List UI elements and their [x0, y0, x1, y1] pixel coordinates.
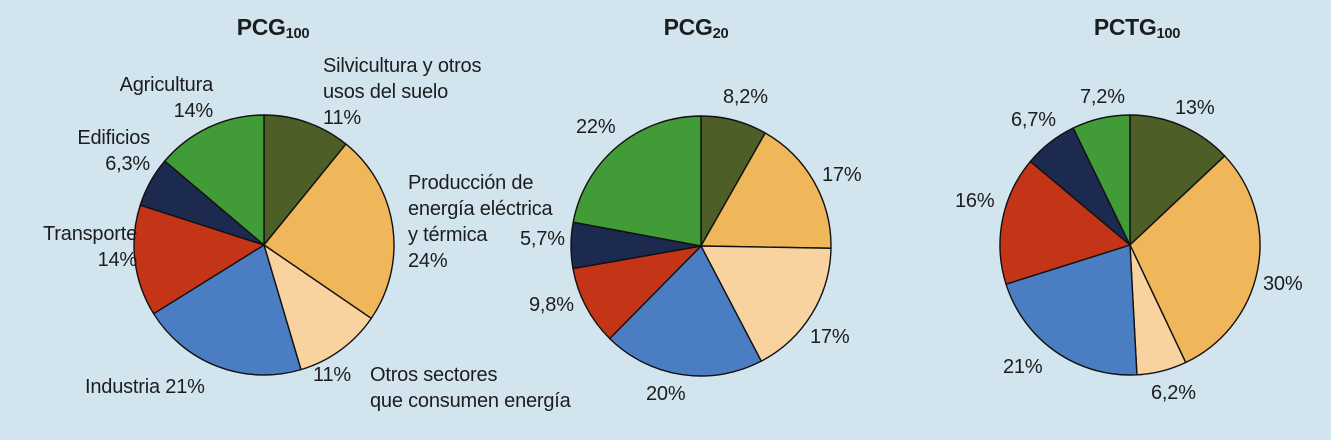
label-produccion-value: 17% — [822, 164, 862, 186]
label-line: Industria 21% — [85, 376, 205, 398]
chart-title-subscript: 20 — [712, 26, 729, 43]
label-line: Edificios — [77, 127, 150, 149]
pie-slice-industria — [609, 245, 762, 377]
pie-slice-transporte — [999, 160, 1131, 285]
label-line: 11% — [323, 107, 361, 129]
pie-slice-transporte — [133, 204, 265, 315]
chart-title-subscript: 100 — [285, 26, 310, 43]
label-line: Agricultura — [119, 74, 214, 96]
label-silvicultura: Silvicultura y otros usos del suelo 11% — [323, 53, 481, 131]
chart-title-base: PCTG — [1093, 14, 1157, 40]
pie-slice-agricultura — [164, 114, 265, 246]
chart-title-base: PCG — [663, 14, 713, 40]
label-industria-value: 20% — [646, 383, 686, 405]
label-otros-value: 11% — [313, 362, 351, 388]
label-transporte: Transporte 14% — [43, 221, 137, 273]
pie-slice-silvicultura — [263, 114, 347, 246]
label-line: Transporte — [43, 223, 137, 245]
pie-pcg100 — [133, 114, 395, 376]
label-otros-value: 17% — [810, 326, 850, 348]
pie-pctg100 — [999, 114, 1261, 376]
pie-slice-industria — [152, 244, 302, 376]
label-line: energía eléctrica — [408, 198, 553, 220]
label-edificios: Edificios 6,3% — [77, 125, 150, 177]
pie-slice-agricultura — [572, 115, 702, 247]
pie-slice-produccion — [1129, 155, 1261, 364]
pie-slice-otros — [700, 245, 832, 362]
label-agricultura: Agricultura 14% — [119, 72, 214, 124]
pie-slice-otros — [263, 244, 372, 371]
label-line: 24% — [408, 250, 448, 272]
label-line: 14% — [173, 100, 214, 122]
label-agricultura-value: 22% — [576, 116, 616, 138]
label-transporte-value: 9,8% — [529, 294, 574, 316]
label-line: Otros sectores — [370, 364, 498, 386]
label-edificios-value: 6,7% — [1011, 109, 1056, 131]
pie-slice-transporte — [572, 245, 702, 340]
label-industria: Industria 21% — [85, 374, 205, 400]
label-otros-value: 6,2% — [1151, 382, 1196, 404]
label-line: Producción de — [408, 172, 534, 194]
label-otros-name: Otros sectores que consumen energía — [370, 362, 571, 414]
label-line: y térmica — [408, 224, 488, 246]
label-line: usos del suelo — [323, 81, 449, 103]
chart-title-subscript: 100 — [1156, 26, 1181, 43]
label-line: que consumen energía — [370, 390, 571, 412]
pie-slice-industria — [1005, 244, 1138, 376]
chart-title-pcg20: PCG20 — [626, 14, 766, 42]
label-line: 14% — [97, 249, 138, 271]
label-produccion-value: 30% — [1263, 273, 1303, 295]
pie-slice-produccion — [700, 132, 832, 249]
label-silvicultura-value: 8,2% — [723, 86, 768, 108]
chart-title-pcg100: PCG100 — [203, 14, 343, 42]
pie-pcg20 — [570, 115, 832, 377]
label-industria-value: 21% — [1003, 356, 1043, 378]
label-line: 6,3% — [105, 153, 150, 175]
pie-slice-produccion — [263, 143, 395, 320]
label-edificios-value: 5,7% — [520, 228, 565, 250]
label-line: Silvicultura y otros — [323, 55, 482, 77]
chart-title-pctg100: PCTG100 — [1067, 14, 1207, 42]
label-agricultura-value: 7,2% — [1080, 86, 1125, 108]
label-silvicultura-value: 13% — [1175, 97, 1215, 119]
pie-slice-silvicultura — [1129, 114, 1226, 246]
label-transporte-value: 16% — [955, 190, 995, 212]
pie-slice-agricultura — [1072, 114, 1131, 246]
label-line: 11% — [313, 364, 351, 386]
chart-title-base: PCG — [236, 14, 286, 40]
label-produccion: Producción de energía eléctrica y térmic… — [408, 170, 553, 274]
